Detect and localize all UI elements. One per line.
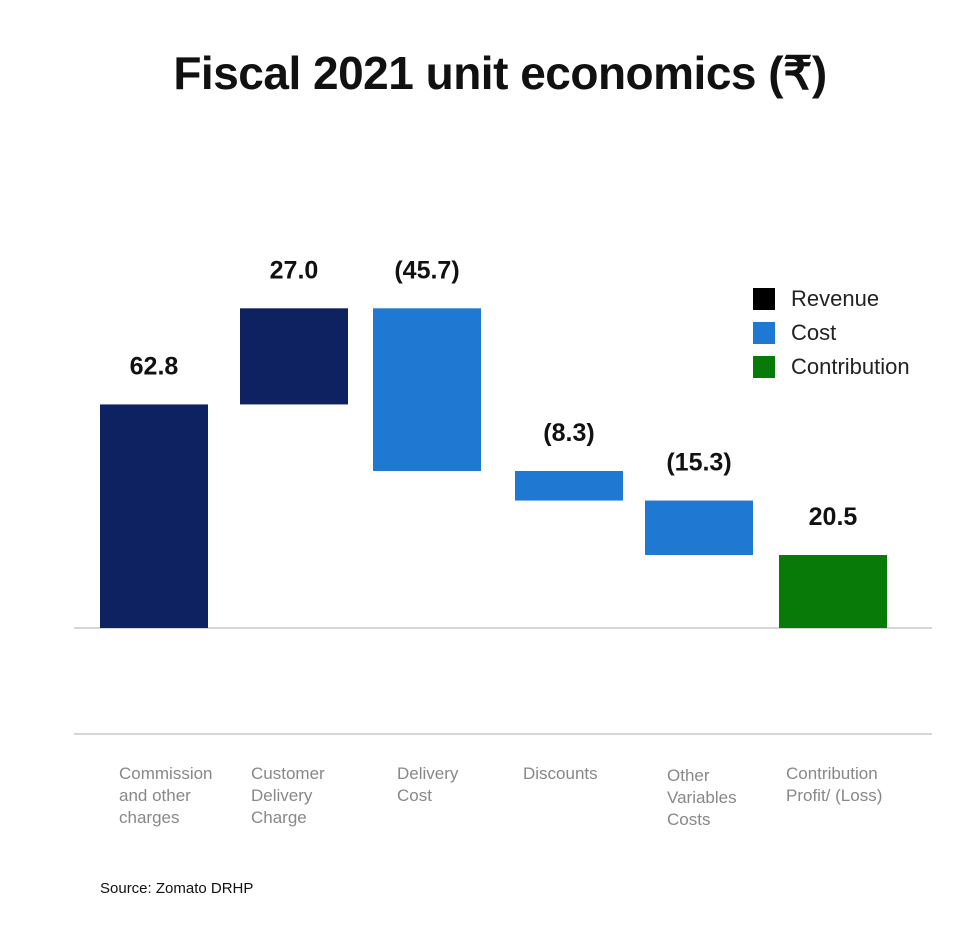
- legend-label-contribution: Contribution: [791, 354, 910, 379]
- value-label-2: (45.7): [394, 256, 459, 284]
- category-label-0: Commission and other charges: [119, 764, 213, 827]
- legend-item-revenue: Revenue: [753, 282, 910, 316]
- legend-swatch-cost: [753, 322, 775, 344]
- value-labels-group: 62.8 27.0 (45.7) (8.3) (15.3) 20.5: [130, 256, 858, 531]
- source-note: Source: Zomato DRHP: [100, 880, 254, 897]
- bar-1: [240, 308, 348, 405]
- bar-0: [100, 404, 208, 628]
- bars-group: [100, 308, 887, 628]
- category-label-5: Contribution Profit/ (Loss): [786, 764, 883, 805]
- legend-label-revenue: Revenue: [791, 286, 880, 311]
- bar-3: [515, 471, 623, 501]
- value-label-4: (15.3): [666, 449, 731, 477]
- chart-title: Fiscal 2021 unit economics (₹): [173, 47, 827, 99]
- legend-swatch-contribution: [753, 356, 775, 378]
- legend-label-cost: Cost: [791, 320, 837, 345]
- bar-2: [373, 308, 481, 472]
- value-label-5: 20.5: [809, 503, 858, 531]
- bar-5: [779, 555, 887, 628]
- value-label-1: 27.0: [270, 256, 319, 284]
- category-label-3: Discounts: [523, 764, 598, 783]
- category-label-2: Delivery Cost: [397, 764, 459, 805]
- value-label-3: (8.3): [543, 419, 594, 447]
- bar-4: [645, 500, 753, 556]
- legend-item-contribution: Contribution: [753, 350, 910, 384]
- legend: Revenue Cost Contribution: [753, 282, 910, 384]
- legend-item-cost: Cost: [753, 316, 910, 350]
- legend-swatch-revenue: [753, 288, 775, 310]
- category-label-4: Other Variables Costs: [667, 766, 737, 829]
- category-label-1: Customer Delivery Charge: [251, 764, 325, 827]
- value-label-0: 62.8: [130, 352, 179, 380]
